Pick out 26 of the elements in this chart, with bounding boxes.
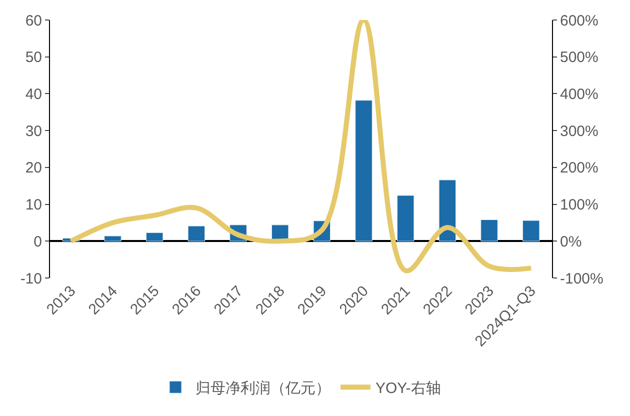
bar (522, 220, 540, 242)
y2-tick-label: 300% (560, 122, 598, 140)
y-tick-label: 10 (25, 196, 42, 214)
bar (438, 180, 456, 242)
y2-tick-label: 400% (560, 86, 598, 103)
bar (104, 236, 122, 242)
y-tick-label: 60 (25, 12, 42, 30)
legend-label: YOY-右轴 (376, 380, 441, 397)
bar (146, 232, 164, 242)
y2-tick-label: 600% (560, 12, 598, 30)
y2-tick-label: 200% (560, 160, 598, 177)
y2-tick-label: 0% (560, 233, 582, 250)
y2-tick-label: 500% (560, 49, 598, 66)
legend-label: 归母净利润（亿元） (196, 380, 330, 397)
y-tick-label: 20 (25, 160, 42, 177)
y-tick-label: -10 (20, 270, 42, 288)
y-tick-label: 0 (34, 233, 42, 250)
y2-tick-label: -100% (560, 270, 604, 288)
y2-tick-label: 100% (560, 196, 598, 214)
bar (355, 100, 372, 242)
bar (480, 220, 498, 242)
bar (396, 195, 414, 242)
bar (188, 226, 206, 242)
y-tick-label: 30 (25, 122, 42, 140)
y-tick-label: 40 (25, 86, 42, 103)
y-tick-label: 50 (25, 49, 42, 66)
